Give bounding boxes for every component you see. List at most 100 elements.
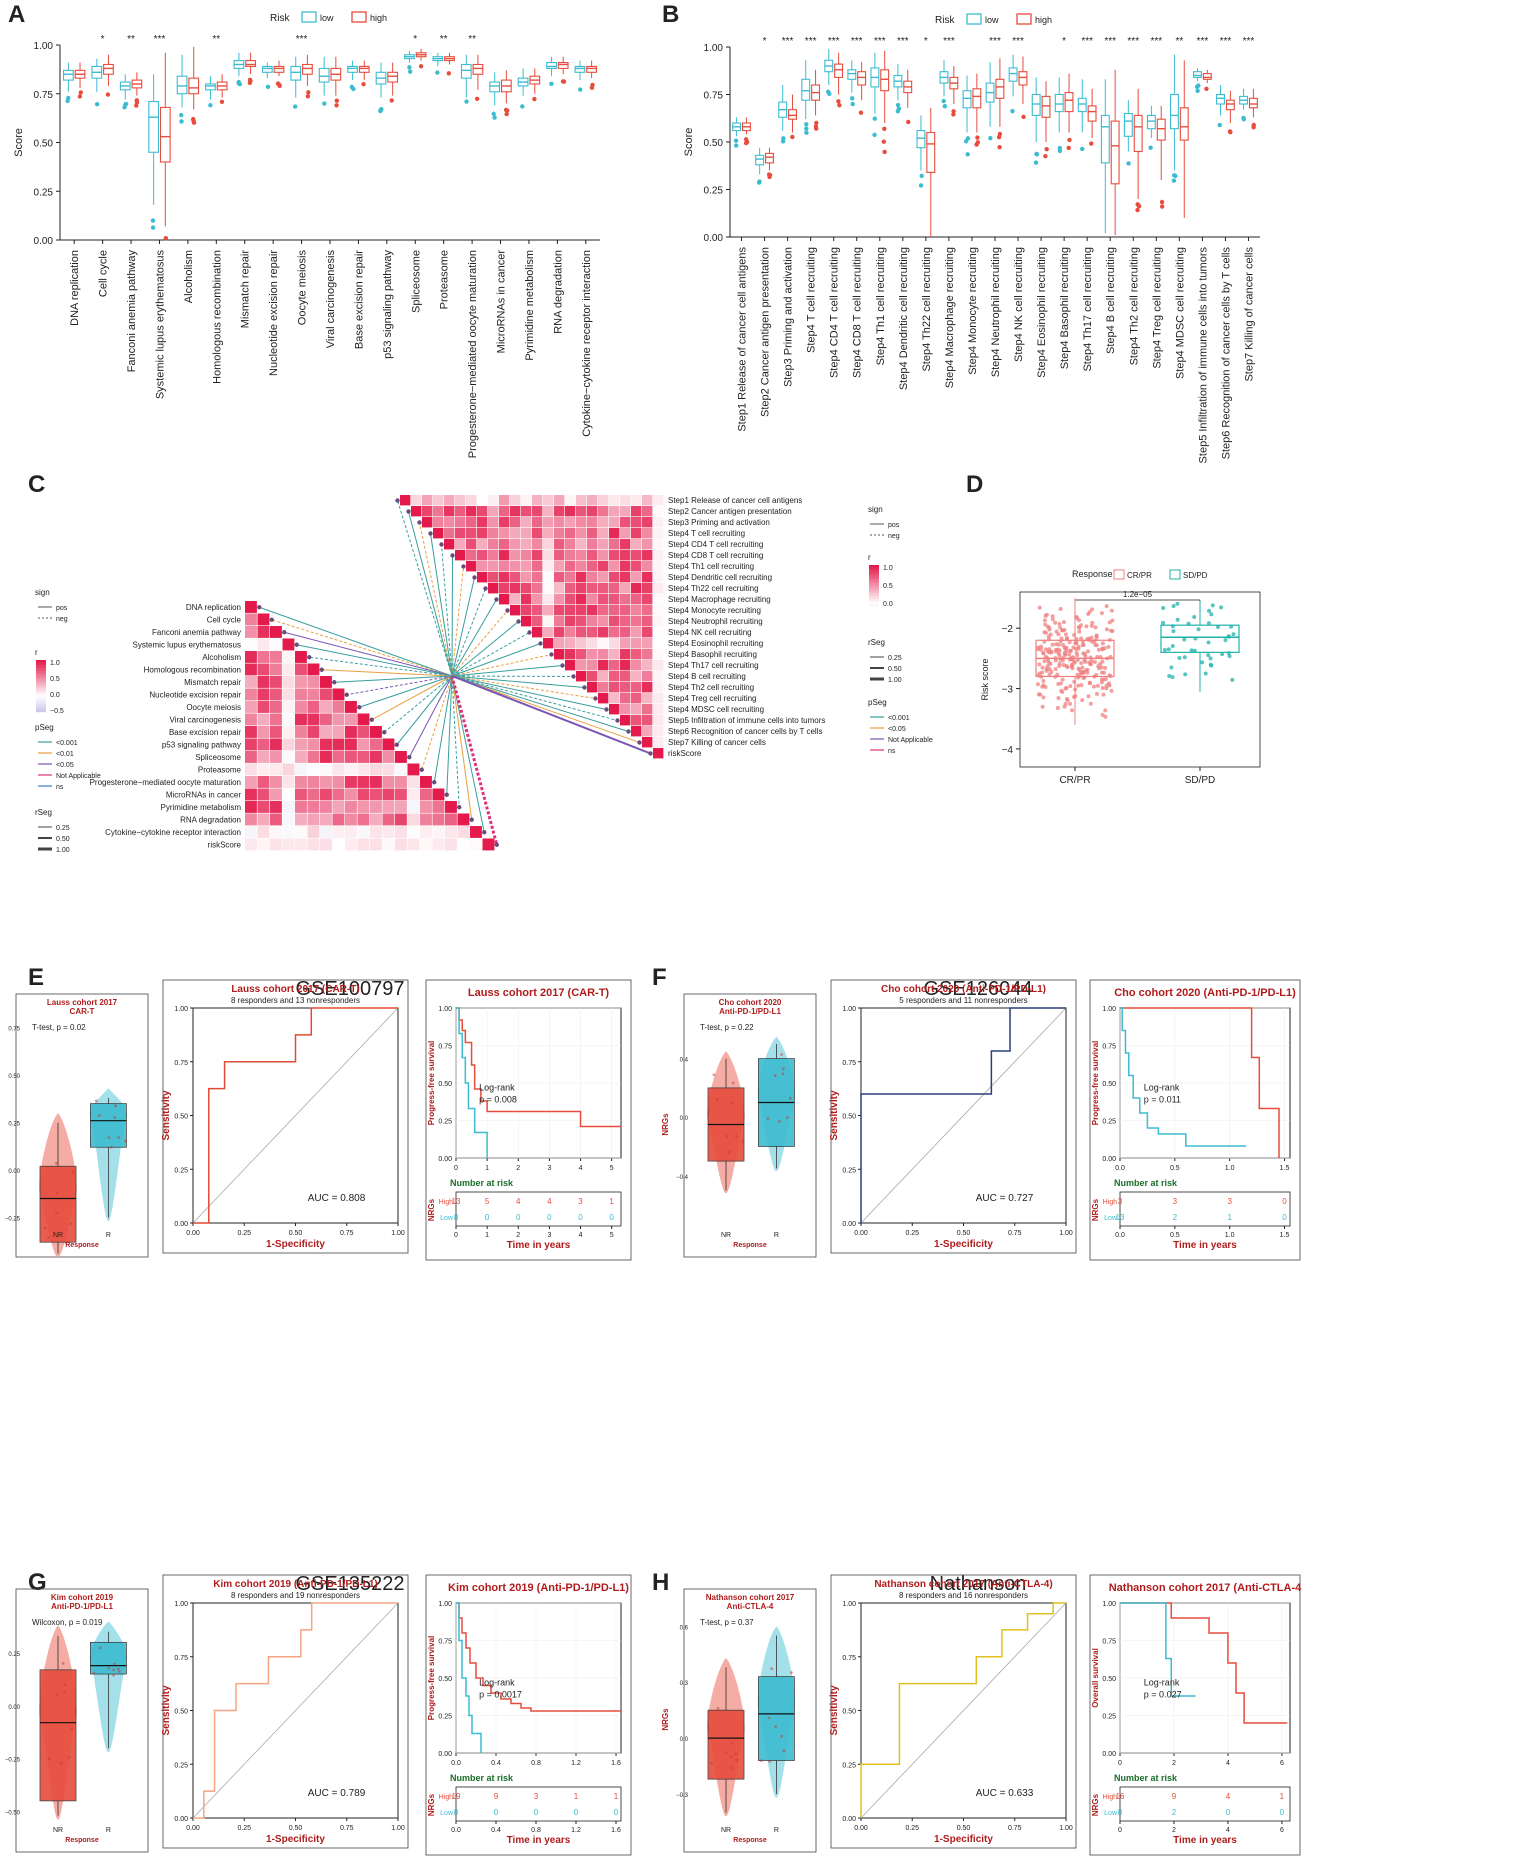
heat-cell-left bbox=[320, 726, 332, 738]
jitter-point bbox=[1085, 649, 1090, 654]
heat-cell-right bbox=[532, 550, 543, 561]
x-tick-label: RNA degradation bbox=[552, 250, 564, 334]
heat-cell-right bbox=[609, 704, 620, 715]
outlier-low bbox=[94, 102, 100, 107]
heat-cell-right bbox=[620, 539, 631, 550]
heat-cell-right bbox=[653, 539, 664, 550]
heat-cell-left bbox=[282, 826, 295, 838]
data-point bbox=[730, 1101, 734, 1105]
heat-cell-right bbox=[477, 561, 488, 572]
link-right bbox=[451, 675, 574, 677]
logrank-label: p = 0.0017 bbox=[479, 1690, 522, 1700]
heat-cell-right bbox=[576, 550, 587, 561]
data-point bbox=[92, 1671, 96, 1675]
significance-label: ** bbox=[440, 34, 448, 45]
x-tick-label: 0.00 bbox=[186, 1230, 200, 1237]
outlier-low bbox=[965, 136, 971, 141]
heat-cell-right bbox=[576, 561, 587, 572]
x-tick-label: 1.2 bbox=[571, 1760, 581, 1767]
link-node-left bbox=[269, 617, 274, 622]
heat-cell-right bbox=[631, 682, 642, 693]
jitter-point bbox=[1062, 650, 1067, 655]
jitter-point bbox=[1087, 681, 1092, 686]
jitter-point bbox=[1094, 691, 1099, 696]
roc-title: Nathanson cohort 2017 (Anti-CTLA-4) bbox=[874, 1579, 1052, 1590]
heatmap-right-row-label: Step3 Priming and activation bbox=[668, 518, 770, 527]
link-left bbox=[334, 675, 453, 683]
heat-cell-right bbox=[554, 495, 565, 506]
data-point bbox=[712, 1073, 716, 1077]
link-node-right bbox=[428, 531, 433, 536]
data-point bbox=[99, 1646, 102, 1650]
panel-frame bbox=[683, 993, 817, 1258]
heat-cell-right bbox=[642, 506, 653, 517]
y-tick-label: 1.00 bbox=[438, 1601, 452, 1608]
jitter-point bbox=[1216, 624, 1221, 629]
outlier-low bbox=[292, 104, 298, 109]
x-axis-title: 1-Specificity bbox=[266, 1834, 325, 1845]
outlier-high bbox=[1227, 129, 1233, 134]
outlier-low bbox=[872, 116, 877, 121]
heatmap-left-row-label: Oocyte meiosis bbox=[186, 703, 241, 712]
box-high bbox=[586, 65, 598, 73]
heat-cell-right bbox=[653, 638, 664, 649]
panel-frame bbox=[1089, 1574, 1301, 1856]
x-tick-label: R bbox=[106, 1232, 111, 1239]
heat-cell-left bbox=[320, 776, 332, 788]
link-right bbox=[451, 566, 464, 677]
x-tick-label: 1.2 bbox=[571, 1827, 581, 1834]
test-label: T-test, p = 0.02 bbox=[32, 1023, 86, 1032]
heat-cell-right bbox=[554, 572, 565, 583]
heat-cell-right bbox=[631, 495, 642, 506]
heatmap-right-row-label: Step4 Basophil recruiting bbox=[668, 650, 757, 659]
jitter-point bbox=[1094, 633, 1099, 638]
heat-cell-right bbox=[455, 539, 466, 550]
heat-cell-right bbox=[598, 594, 609, 605]
data-point bbox=[777, 1120, 781, 1123]
heat-cell-right bbox=[653, 693, 664, 704]
y-tick-label: 0.50 bbox=[1102, 1676, 1116, 1683]
y-tick-label: 0.25 bbox=[1102, 1119, 1116, 1126]
jitter-point bbox=[1226, 651, 1231, 656]
heat-cell-right bbox=[620, 693, 631, 704]
heat-cell-left bbox=[407, 838, 420, 851]
heat-cell-left bbox=[245, 688, 257, 701]
y-tick-label: 0.25 bbox=[174, 1167, 188, 1174]
link-node-left bbox=[469, 817, 474, 822]
significance-label: ** bbox=[212, 34, 220, 45]
heat-cell-right bbox=[532, 506, 543, 517]
jitter-point bbox=[1161, 620, 1166, 625]
heat-cell-left bbox=[245, 776, 257, 788]
risk-table-title: Number at risk bbox=[1114, 1178, 1178, 1188]
box-high bbox=[1179, 107, 1189, 141]
panel-frame bbox=[162, 1574, 409, 1849]
auc-label: AUC = 0.789 bbox=[308, 1788, 366, 1799]
heat-cell-left bbox=[470, 826, 482, 838]
x-tick-label: MicroRNAs in cancer bbox=[496, 250, 508, 354]
heat-cell-right bbox=[631, 572, 642, 583]
link-node-right bbox=[417, 520, 422, 525]
violin-title: Anti-PD-1/PD-L1 bbox=[51, 1602, 113, 1611]
heat-cell-right bbox=[433, 506, 444, 517]
jitter-point bbox=[1196, 627, 1201, 632]
y-tick-label: −3 bbox=[1002, 685, 1014, 696]
heatmap-right-row-label: Step4 Monocyte recruiting bbox=[668, 606, 761, 615]
y-tick-label: 0.50 bbox=[704, 138, 724, 149]
heat-cell-left bbox=[332, 788, 345, 801]
heatmap-left-row-label: MicroRNAs in cancer bbox=[166, 791, 241, 800]
outlier-low bbox=[578, 87, 583, 92]
x-tick-label: Viral carcinogenesis bbox=[325, 250, 337, 349]
jitter-point bbox=[1072, 679, 1077, 684]
x-tick-label: R bbox=[774, 1232, 779, 1239]
outlier-high bbox=[134, 103, 139, 108]
colorbar-step bbox=[869, 570, 879, 573]
y-axis-title: Sensitivity bbox=[829, 1685, 840, 1735]
heat-cell-left bbox=[332, 763, 345, 776]
heat-cell-right bbox=[510, 550, 521, 561]
heat-cell-left bbox=[320, 813, 332, 826]
heat-cell-left bbox=[270, 701, 282, 713]
heatmap-right-row-label: Step6 Recognition of cancer cells by T c… bbox=[668, 727, 822, 736]
logrank-label: p = 0.011 bbox=[1144, 1095, 1181, 1105]
x-tick-label: Step4 MDSC cell recruiting bbox=[1174, 247, 1186, 379]
